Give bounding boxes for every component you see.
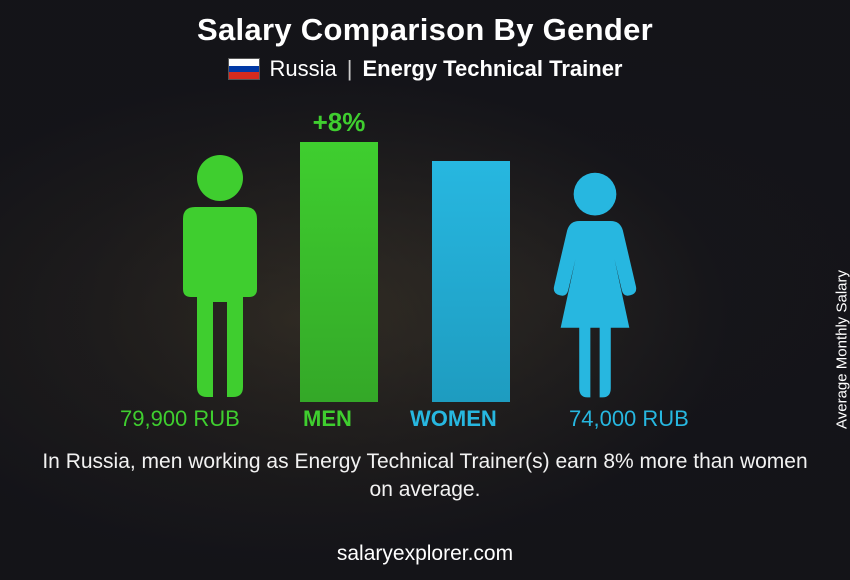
male-icon xyxy=(165,152,275,402)
women-bar xyxy=(432,161,510,402)
y-axis-title: Average Monthly Salary xyxy=(834,270,850,429)
separator: | xyxy=(347,56,353,82)
infographic-container: Salary Comparison By Gender Russia | Ene… xyxy=(0,0,850,580)
subtitle-row: Russia | Energy Technical Trainer xyxy=(0,56,850,82)
axis-label-row: 79,900 RUB MEN WOMEN 74,000 RUB xyxy=(0,406,850,440)
chart-area: +8% 79,900 RUB MEN WOMEN 74,000 RUB Aver… xyxy=(0,100,850,440)
men-label: MEN xyxy=(303,406,352,432)
flag-stripe-bot xyxy=(229,72,259,79)
footer-source: salaryexplorer.com xyxy=(0,542,850,566)
women-salary: 74,000 RUB xyxy=(569,406,689,432)
women-figure xyxy=(540,152,650,402)
women-label: WOMEN xyxy=(410,406,497,432)
page-title: Salary Comparison By Gender xyxy=(0,0,850,48)
difference-label: +8% xyxy=(290,107,388,138)
men-salary: 79,900 RUB xyxy=(120,406,240,432)
russia-flag-icon xyxy=(228,58,260,80)
role-label: Energy Technical Trainer xyxy=(362,56,622,82)
men-bar xyxy=(300,142,378,402)
female-icon xyxy=(540,170,650,402)
men-figure xyxy=(165,152,275,402)
flag-stripe-mid xyxy=(229,66,259,73)
flag-stripe-top xyxy=(229,59,259,66)
country-label: Russia xyxy=(270,56,337,82)
caption-text: In Russia, men working as Energy Technic… xyxy=(40,448,810,505)
